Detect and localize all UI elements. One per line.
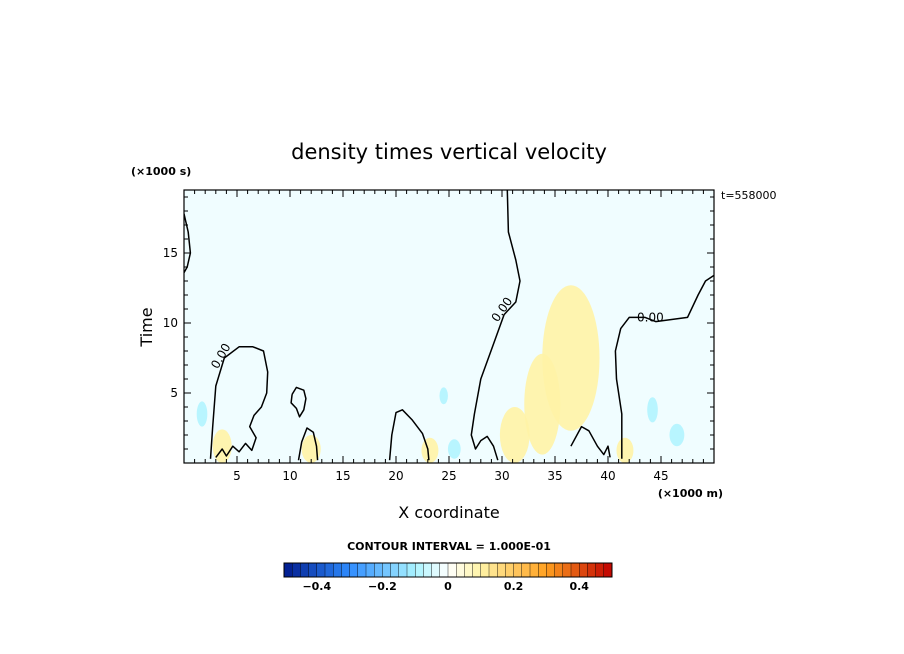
y-axis-label: Time [137,307,156,347]
positive-patch-1 [524,353,561,455]
colorbar-cell [579,562,588,578]
colorbar-cell [464,562,473,578]
colorbar-cell [587,562,597,578]
x-tick-label-40: 40 [600,469,615,483]
colorbar-cell [554,562,564,578]
colorbar-cell [472,562,482,578]
colorbar-tick-label-1: −0.2 [368,580,397,593]
zero-contour-right-lobe [614,274,714,459]
colorbar-cell [497,562,506,578]
negative-patch-1 [439,387,448,405]
zero-contour-small-loop-9 [290,386,307,418]
x-tick-label-10: 10 [282,469,297,483]
colorbar-cell [570,562,580,578]
negative-patch-2 [647,397,658,423]
colorbar-tick-label-4: 0.4 [569,580,589,593]
colorbar-cell [357,562,367,578]
negative-patch-3 [669,423,685,447]
y-unit-label: (×1000 s) [131,165,191,178]
colorbar-cell [562,562,572,578]
colorbar-cell [349,562,359,578]
x-tick-label-5: 5 [233,469,241,483]
colorbar-cell [603,562,613,578]
colorbar-cell [546,562,556,578]
zero-contour-central-column [470,190,521,461]
x-tick-label-20: 20 [388,469,403,483]
colorbar-tick-label-0: −0.4 [302,580,331,593]
positive-patch-2 [499,407,530,463]
colorbar-frame [283,562,613,578]
colorbar-cell [283,562,293,578]
colorbar-cell [595,562,605,578]
colorbar-cell [316,562,326,578]
zero-contour-ridge-20 [388,409,430,461]
colorbar-cell [292,562,301,578]
colorbar-cell [390,562,400,578]
colorbar-tick-label-3: 0.2 [504,580,524,593]
colorbar-cell [341,562,350,578]
chart-title: density times vertical velocity [291,140,607,164]
zero-contour-left-lobe [209,346,269,459]
contour-interval-label: CONTOUR INTERVAL = 1.000E-01 [347,540,551,553]
colorbar-cell [431,562,441,578]
colorbar-cell [333,562,342,578]
colorbar: −0.4 −0.2 0 0.2 0.4 [283,562,613,593]
colorbar-cell [439,562,449,578]
x-axis-label: X coordinate [398,503,499,522]
colorbar-cell [505,562,514,578]
positive-patch-3 [212,429,232,463]
colorbar-cell [324,562,334,578]
y-tick-label-15: 15 [163,246,178,260]
colorbar-cell [415,562,424,578]
time-stamp-label: t=558000 [721,189,777,202]
x-tick-label-25: 25 [441,469,456,483]
negative-patch-0 [196,401,208,427]
zero-contour-bump-11 [297,427,319,461]
y-tick-label-10: 10 [163,316,178,330]
colorbar-cell [300,562,309,578]
contour-label-2: 0.00 [637,311,664,325]
colorbar-cell [456,562,465,578]
zero-contour-jagged-37 [570,425,611,458]
x-tick-label-15: 15 [335,469,350,483]
colorbar-cell [529,562,539,578]
colorbar-cell [382,562,391,578]
colorbar-cell [538,562,547,578]
y-tick-label-5: 5 [170,386,178,400]
colorbar-cell [521,562,531,578]
colorbar-cell [406,562,416,578]
colorbar-cell [365,562,375,578]
colorbar-tick-label-2: 0 [444,580,452,593]
colorbar-cell [513,562,523,578]
x-unit-label: (×1000 m) [658,487,723,500]
negative-patch-4 [447,439,461,459]
colorbar-cell [374,562,383,578]
colorbar-cell [308,562,318,578]
x-tick-label-35: 35 [547,469,562,483]
plot-background [184,190,714,463]
colorbar-cell [423,562,432,578]
positive-patch-5 [421,437,439,463]
colorbar-cell [447,562,457,578]
positive-patch-6 [616,437,634,463]
colorbar-cell [488,562,498,578]
colorbar-cell [398,562,408,578]
colorbar-cell [480,562,490,578]
x-tick-label-30: 30 [494,469,509,483]
x-tick-label-45: 45 [653,469,668,483]
